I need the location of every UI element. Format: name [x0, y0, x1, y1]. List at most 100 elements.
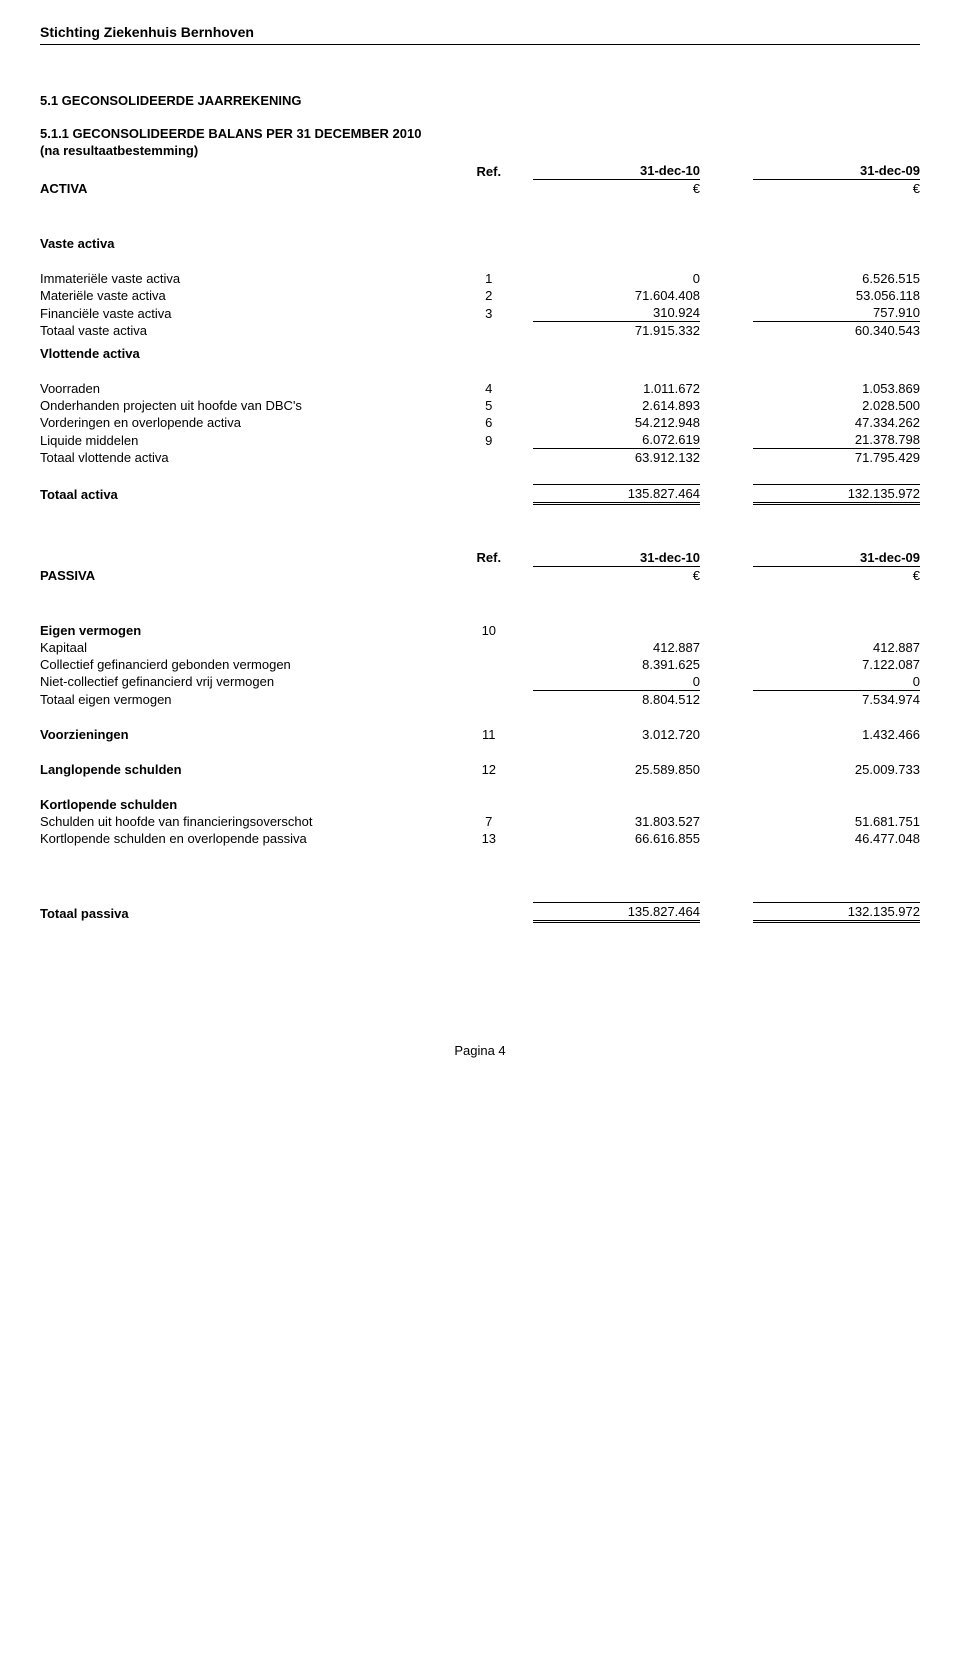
subtotal-row: Totaal eigen vermogen 8.804.512 7.534.97… — [40, 690, 920, 708]
row-ref: 2 — [445, 287, 533, 304]
row-label: Totaal passiva — [40, 903, 445, 922]
row-ref: 11 — [445, 726, 533, 743]
table-row: Niet-collectief gefinancierd vrij vermog… — [40, 673, 920, 691]
row-value: 8.804.512 — [533, 690, 700, 708]
row-value: 71.915.332 — [533, 322, 700, 340]
row-label: Totaal vlottende activa — [40, 449, 445, 467]
header-row: Ref. 31-dec-10 31-dec-09 — [40, 162, 920, 180]
col2-header: 31-dec-09 — [753, 549, 920, 567]
row-value: 51.681.751 — [753, 813, 920, 830]
row-label: Totaal vaste activa — [40, 322, 445, 340]
row-value: 25.589.850 — [533, 761, 700, 778]
col-ref-header: Ref. — [445, 162, 533, 180]
row-ref: 1 — [445, 270, 533, 287]
activa-heading: ACTIVA — [40, 180, 445, 198]
row-value: 2.614.893 — [533, 397, 700, 414]
row-value: 25.009.733 — [753, 761, 920, 778]
balance-table-passiva: Ref. 31-dec-10 31-dec-09 PASSIVA € € Eig… — [40, 549, 920, 924]
row-value: 46.477.048 — [753, 830, 920, 847]
row-value: 21.378.798 — [753, 431, 920, 449]
table-row: Schulden uit hoofde van financieringsove… — [40, 813, 920, 830]
row-value: 6.526.515 — [753, 270, 920, 287]
row-value: 757.910 — [753, 304, 920, 322]
row-ref: 12 — [445, 761, 533, 778]
table-row: Liquide middelen 9 6.072.619 21.378.798 — [40, 431, 920, 449]
row-label: Voorzieningen — [40, 726, 445, 743]
subtotal-row: Totaal vaste activa 71.915.332 60.340.54… — [40, 322, 920, 340]
row-value: 63.912.132 — [533, 449, 700, 467]
table-row: Collectief gefinancierd gebonden vermoge… — [40, 656, 920, 673]
row-label: Liquide middelen — [40, 431, 445, 449]
row-label: Niet-collectief gefinancierd vrij vermog… — [40, 673, 445, 691]
row-ref: 9 — [445, 431, 533, 449]
header-rule — [40, 44, 920, 45]
row-value: 7.122.087 — [753, 656, 920, 673]
subsection-title: 5.1.1 GECONSOLIDEERDE BALANS PER 31 DECE… — [40, 126, 920, 141]
row-value: 412.887 — [753, 639, 920, 656]
table-row: Voorzieningen 11 3.012.720 1.432.466 — [40, 726, 920, 743]
table-row: Financiële vaste activa 3 310.924 757.91… — [40, 304, 920, 322]
row-value: 31.803.527 — [533, 813, 700, 830]
row-value: 310.924 — [533, 304, 700, 322]
row-value: 6.072.619 — [533, 431, 700, 449]
row-value: 132.135.972 — [753, 484, 920, 503]
col-ref-header: Ref. — [445, 549, 533, 567]
row-label: Collectief gefinancierd gebonden vermoge… — [40, 656, 445, 673]
grand-total-row: Totaal activa 135.827.464 132.135.972 — [40, 484, 920, 503]
euro-row: PASSIVA € € — [40, 566, 920, 584]
row-label: Schulden uit hoofde van financieringsove… — [40, 813, 445, 830]
row-label: Kortlopende schulden en overlopende pass… — [40, 830, 445, 847]
euro-row: ACTIVA € € — [40, 180, 920, 198]
row-value: 71.795.429 — [753, 449, 920, 467]
row-value: 0 — [533, 270, 700, 287]
row-value: 135.827.464 — [533, 903, 700, 922]
row-ref: 10 — [445, 622, 533, 639]
col1-header: 31-dec-10 — [533, 162, 700, 180]
header-row: Ref. 31-dec-10 31-dec-09 — [40, 549, 920, 567]
euro-symbol: € — [533, 180, 700, 198]
vaste-activa-heading: Vaste activa — [40, 235, 445, 252]
row-value: 66.616.855 — [533, 830, 700, 847]
grand-total-row: Totaal passiva 135.827.464 132.135.972 — [40, 903, 920, 922]
page-number: Pagina 4 — [40, 1043, 920, 1058]
euro-symbol: € — [753, 180, 920, 198]
table-row: Voorraden 4 1.011.672 1.053.869 — [40, 380, 920, 397]
row-value: 135.827.464 — [533, 484, 700, 503]
subsection-note: (na resultaatbestemming) — [40, 143, 920, 158]
table-row: Kapitaal 412.887 412.887 — [40, 639, 920, 656]
row-ref: 5 — [445, 397, 533, 414]
row-value: 53.056.118 — [753, 287, 920, 304]
table-row: Vorderingen en overlopende activa 6 54.2… — [40, 414, 920, 431]
row-value: 60.340.543 — [753, 322, 920, 340]
row-value: 47.334.262 — [753, 414, 920, 431]
table-row: Langlopende schulden 12 25.589.850 25.00… — [40, 761, 920, 778]
row-value: 8.391.625 — [533, 656, 700, 673]
ev-heading-row: Eigen vermogen 10 — [40, 622, 920, 639]
section-title: 5.1 GECONSOLIDEERDE JAARREKENING — [40, 93, 920, 108]
row-ref: 4 — [445, 380, 533, 397]
row-label: Vorderingen en overlopende activa — [40, 414, 445, 431]
row-ref: 13 — [445, 830, 533, 847]
table-row: Kortlopende schulden en overlopende pass… — [40, 830, 920, 847]
row-value: 7.534.974 — [753, 690, 920, 708]
table-row: Onderhanden projecten uit hoofde van DBC… — [40, 397, 920, 414]
row-label: Onderhanden projecten uit hoofde van DBC… — [40, 397, 445, 414]
row-ref: 3 — [445, 304, 533, 322]
euro-symbol: € — [533, 566, 700, 584]
row-value: 2.028.500 — [753, 397, 920, 414]
row-value: 54.212.948 — [533, 414, 700, 431]
row-value: 71.604.408 — [533, 287, 700, 304]
row-label: Kapitaal — [40, 639, 445, 656]
row-value: 1.011.672 — [533, 380, 700, 397]
organization-name: Stichting Ziekenhuis Bernhoven — [40, 24, 920, 40]
row-label: Voorraden — [40, 380, 445, 397]
col1-header: 31-dec-10 — [533, 549, 700, 567]
row-label: Financiële vaste activa — [40, 304, 445, 322]
table-row: Immateriële vaste activa 1 0 6.526.515 — [40, 270, 920, 287]
eigen-vermogen-heading: Eigen vermogen — [40, 622, 445, 639]
row-label: Langlopende schulden — [40, 761, 445, 778]
row-value: 0 — [753, 673, 920, 691]
passiva-heading: PASSIVA — [40, 566, 445, 584]
row-ref: 6 — [445, 414, 533, 431]
row-value: 0 — [533, 673, 700, 691]
